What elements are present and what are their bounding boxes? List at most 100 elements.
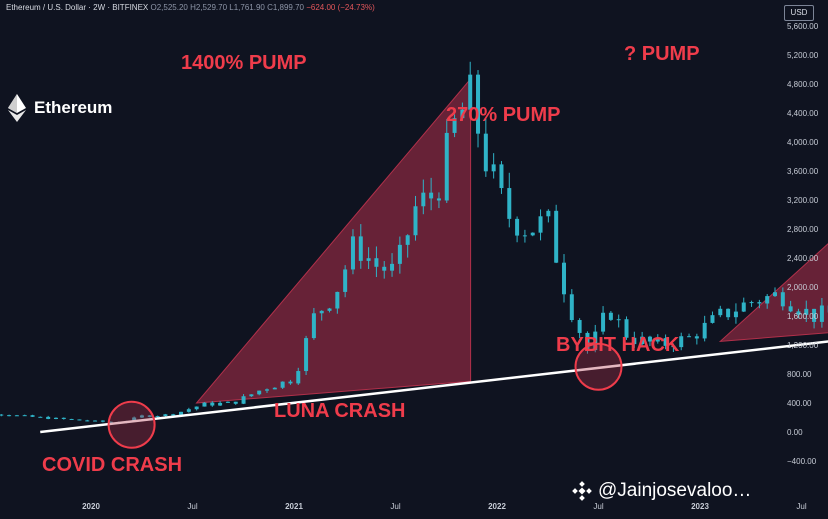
candle-body [710,315,714,323]
candle-body [7,415,11,416]
candle-body [296,371,300,383]
candle-body [539,216,543,232]
candle-body [343,269,347,291]
candle-body [406,235,410,245]
y-tick-label: 2,400.00 [787,254,819,263]
candle-body [367,258,371,261]
candle-body [163,414,167,416]
x-tick-label: Jul [187,502,197,511]
x-tick-label: Jul [390,502,400,511]
candle-body [249,394,253,396]
x-tick-label: Jul [593,502,603,511]
candle-body [242,396,246,404]
watermark: @Jainjosevaloo… [572,480,751,502]
ethereum-diamond-icon [8,94,26,122]
candle-body [507,188,511,219]
currency-badge[interactable]: USD [784,5,814,21]
close-value: C1,899.70 [267,3,304,12]
candle-body [0,415,3,416]
candle-body [351,236,355,269]
candle-body [93,421,97,422]
candle-body [750,302,754,303]
y-tick-label: 5,200.00 [787,51,819,60]
watermark-handle: @Jainjosevaloo… [598,480,751,502]
y-tick-label: 2,000.00 [787,283,819,292]
candle-body [312,313,316,338]
candle-body [210,403,214,406]
candle-body [789,306,793,311]
candle-body [46,417,50,419]
y-tick-label: 2,800.00 [787,225,819,234]
x-tick-label: 2022 [488,502,506,511]
candle-body [101,421,105,422]
candle-body [718,309,722,315]
candle-body [398,245,402,264]
candle-body [679,336,683,347]
candle-body [781,292,785,306]
candle-body [765,296,769,303]
candle-body [335,292,339,309]
candle-body [742,303,746,312]
candle-body [484,134,488,172]
candle-body [257,391,261,395]
annotation-pump-1: 1400% PUMP [181,52,307,75]
candle-body [70,419,74,420]
candle-body [570,294,574,320]
candle-body [413,206,417,235]
crash-marker-1 [109,402,155,448]
candle-body [773,292,777,296]
candle-body [234,402,238,404]
x-tick-label: 2020 [82,502,100,511]
candle-body [546,211,550,216]
x-tick-label: 2023 [691,502,709,511]
y-tick-label: −400.00 [787,457,817,466]
candle-body [288,382,292,384]
pair-title: Ethereum / U.S. Dollar · 2W · BITFINEX [6,3,148,12]
candle-body [734,312,738,318]
candle-body [31,415,35,417]
y-tick-label: 3,600.00 [787,167,819,176]
candle-body [85,420,89,421]
candle-body [421,193,425,207]
candle-body [54,418,58,419]
annotation-covid-crash: COVID CRASH [42,454,182,477]
candle-body [609,313,613,320]
candle-body [617,319,621,320]
candle-body [195,407,199,410]
chart-header: Ethereum / U.S. Dollar · 2W · BITFINEX O… [6,3,375,12]
candle-body [437,198,441,200]
candle-body [726,309,730,317]
candle-body [445,133,449,201]
annotation-pump-2: 270% PUMP [446,104,561,127]
open-value: O2,525.20 [150,3,187,12]
candle-body [281,382,285,388]
candle-body [429,193,433,199]
y-tick-label: 5,600.00 [787,22,819,31]
candle-body [77,419,81,420]
candle-body [695,336,699,338]
candle-body [320,311,324,313]
candle-body [15,415,19,416]
x-tick-label: Jul [796,502,806,511]
candle-body [703,323,707,339]
y-tick-label: 0.00 [787,428,803,437]
annotation-luna-crash: LUNA CRASH [274,400,405,423]
candle-body [359,236,363,260]
brand-name: Ethereum [34,98,112,118]
candle-body [38,417,42,418]
candle-body [390,264,394,271]
x-tick-label: 2021 [285,502,303,511]
y-tick-label: 800.00 [787,370,812,379]
candle-body [265,389,269,390]
candle-body [304,338,308,371]
high-value: H2,529.70 [190,3,227,12]
candle-body [757,302,761,303]
candle-body [328,309,332,311]
candle-body [156,416,160,417]
candle-body [601,313,605,332]
candle-body [382,267,386,271]
candle-body [499,164,503,188]
candle-body [820,305,824,321]
candle-body [62,418,66,419]
